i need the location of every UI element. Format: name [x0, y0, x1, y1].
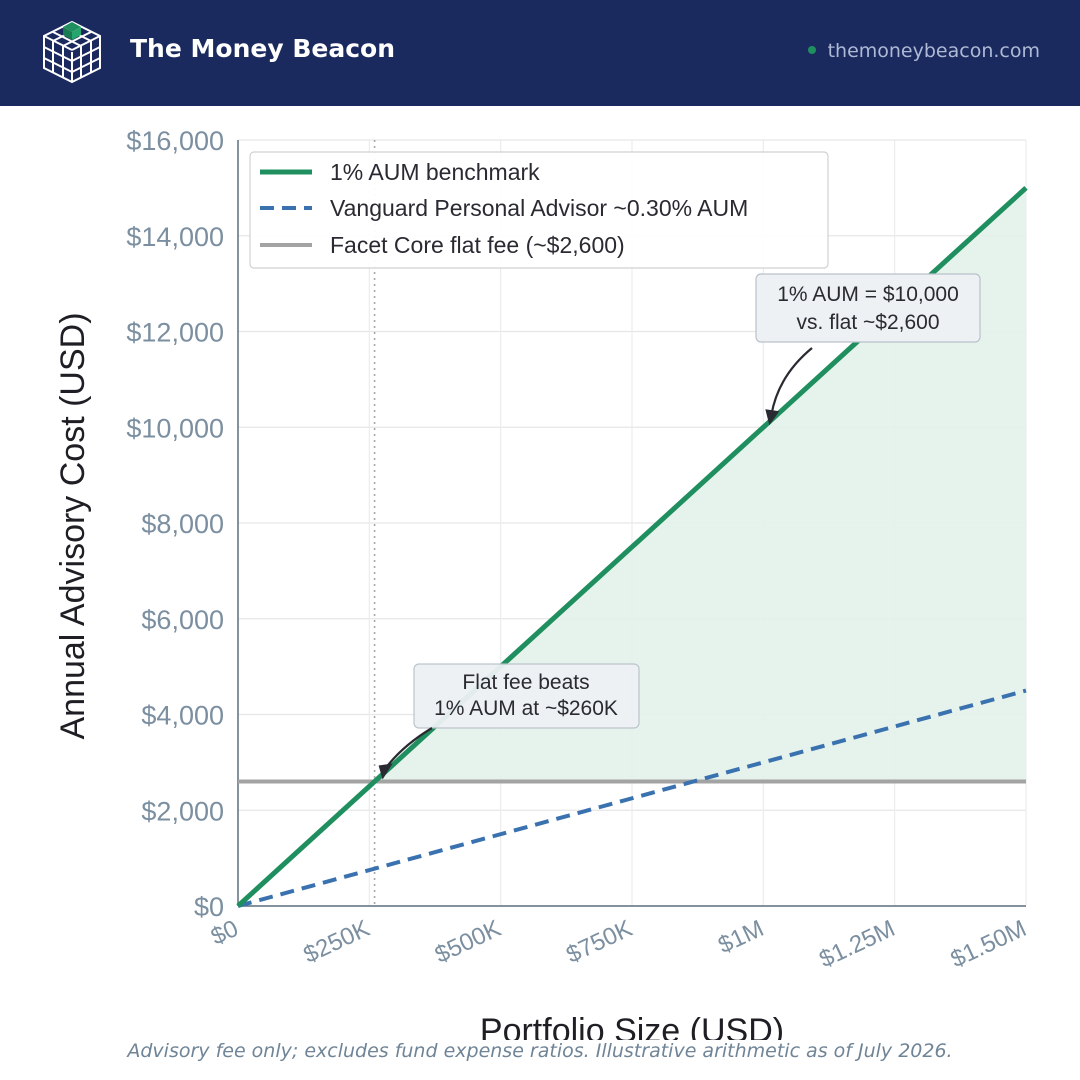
y-tick-label: $2,000 — [141, 796, 224, 826]
brand-name: The Money Beacon — [130, 34, 395, 63]
x-tick-label: $1.25M — [815, 915, 899, 973]
site-url-text: themoneybeacon.com — [827, 40, 1040, 62]
annotation-breakeven-line1: Flat fee beats — [462, 671, 589, 694]
annotation-1m-line2: vs. flat ~$2,600 — [796, 311, 939, 334]
annotation-1m-arrowhead — [765, 409, 780, 426]
header-bar: The Money Beacon themoneybeacon.com — [0, 0, 1080, 106]
legend-entry-aum: 1% AUM benchmark — [330, 159, 540, 185]
y-tick-labels: $0 $2,000 $4,000 $6,000 $8,000 $10,000 $12,000… — [126, 126, 224, 922]
x-tick-label: $750K — [562, 915, 636, 969]
x-tick-label: $250K — [300, 915, 374, 969]
fee-comparison-chart: $0 $2,000 $4,000 $6,000 $8,000 $10,000 $12,000… — [54, 126, 1031, 1040]
footnote: Advisory fee only; excludes fund expense… — [127, 1040, 953, 1062]
legend-entry-vanguard: Vanguard Personal Advisor ~0.30% AUM — [330, 195, 748, 221]
x-tick-label: $1.50M — [947, 915, 1031, 973]
series-line-vanguard — [237, 688, 1027, 908]
y-tick-label: $6,000 — [141, 605, 224, 635]
annotation-breakeven-arrowhead — [378, 763, 393, 780]
y-tick-label: $10,000 — [126, 413, 224, 443]
x-axis-title: Portfolio Size (USD) — [480, 1012, 784, 1040]
annotation-breakeven-line2: 1% AUM at ~$260K — [434, 697, 618, 720]
cube-grid-icon — [43, 20, 101, 84]
legend-entry-facet: Facet Core flat fee (~$2,600) — [330, 232, 625, 258]
y-tick-label: $8,000 — [141, 509, 224, 539]
status-dot-icon — [807, 45, 816, 54]
x-tick-label: $500K — [431, 915, 505, 969]
y-tick-label: $16,000 — [126, 126, 224, 156]
y-axis-title: Annual Advisory Cost (USD) — [54, 312, 92, 739]
y-tick-label: $4,000 — [141, 701, 224, 731]
annotation-1m: 1% AUM = $10,000 vs. flat ~$2,600 — [755, 273, 981, 426]
legend: 1% AUM benchmark Vanguard Personal Advis… — [249, 151, 829, 269]
annotation-1m-line1: 1% AUM = $10,000 — [777, 283, 959, 306]
x-tick-labels: $0 $250K $500K $750K $1M $1.25M $1.50M — [207, 915, 1031, 973]
site-url[interactable]: themoneybeacon.com — [807, 40, 1040, 62]
annotation-1m-arrow — [770, 347, 813, 416]
y-tick-label: $0 — [194, 892, 224, 922]
y-tick-label: $14,000 — [126, 222, 224, 252]
x-tick-label: $1M — [714, 915, 768, 959]
y-tick-label: $12,000 — [126, 318, 224, 348]
annotation-breakeven: Flat fee beats 1% AUM at ~$260K — [378, 663, 640, 780]
